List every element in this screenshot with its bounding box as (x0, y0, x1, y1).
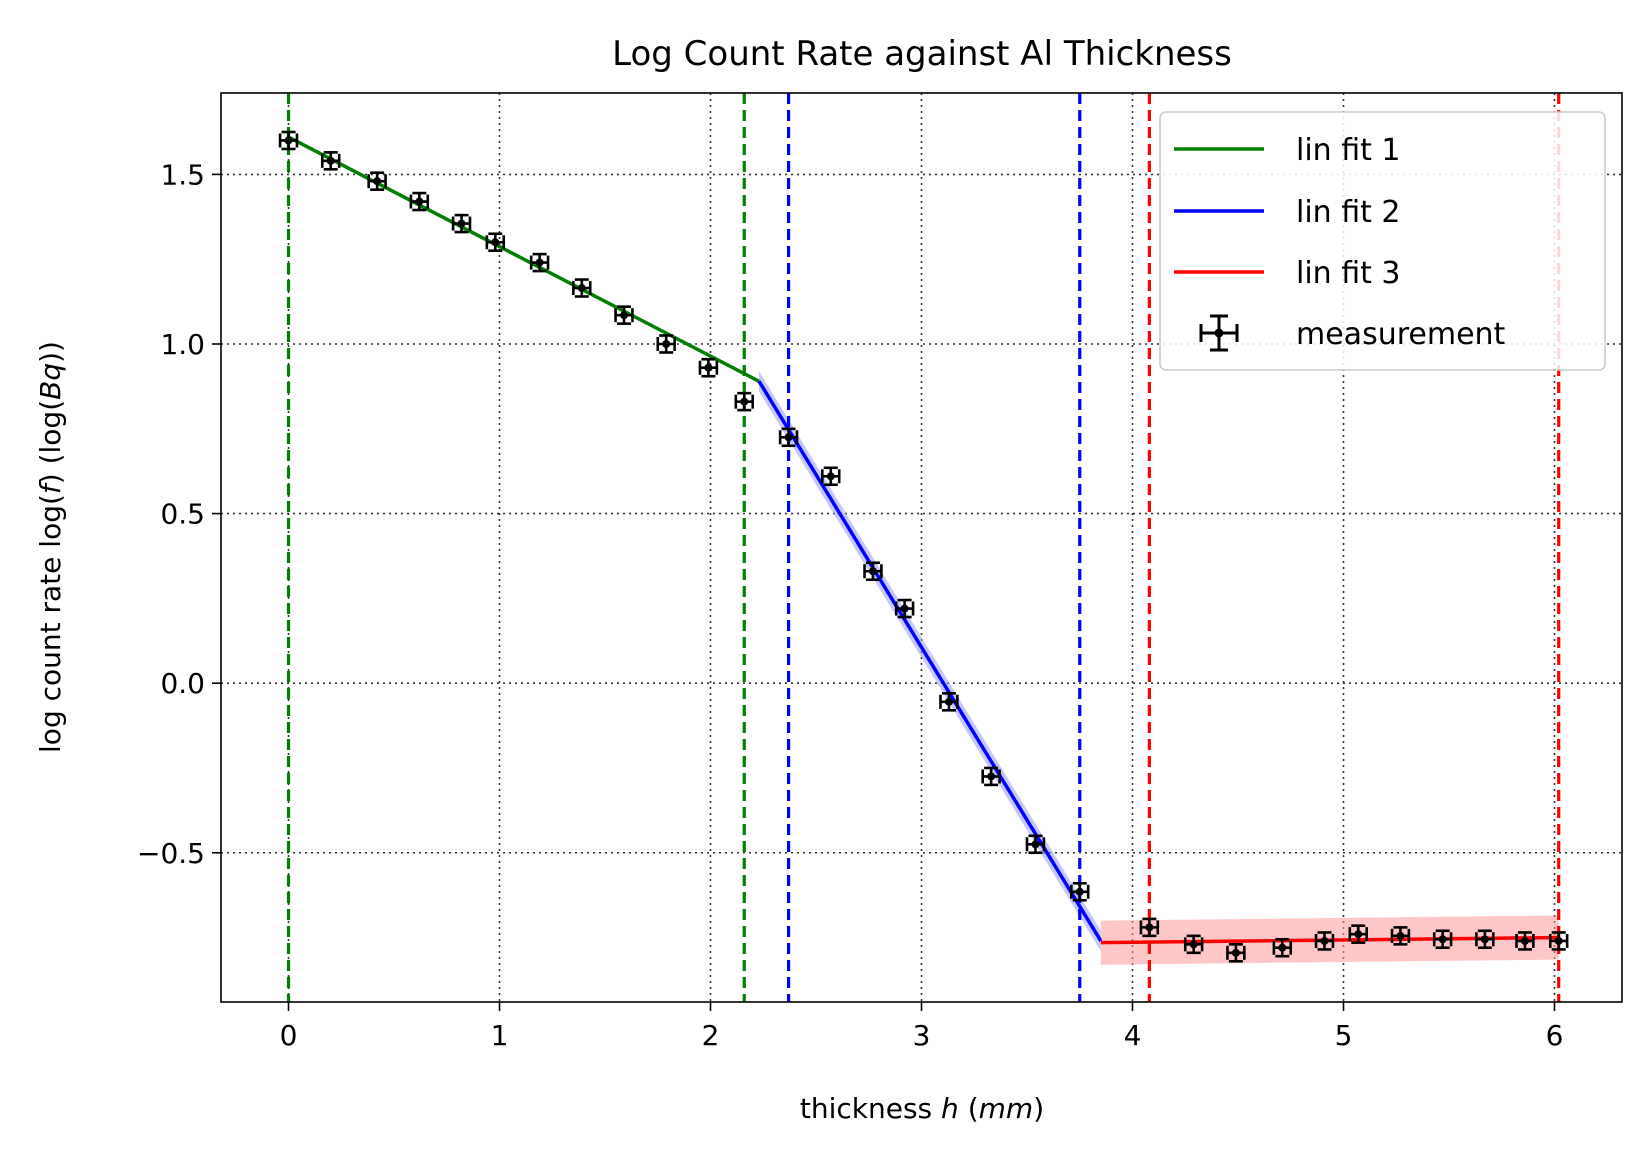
data-marker (1438, 935, 1447, 944)
data-marker (740, 397, 749, 406)
data-marker (1480, 935, 1489, 944)
data-marker (535, 258, 544, 267)
measurement-point (529, 252, 550, 273)
measurement-point (1348, 924, 1368, 944)
x-tick-label: 6 (1546, 1019, 1564, 1052)
y-axis-label: log count rate log(f) (log(Bq)) (34, 341, 67, 753)
measurement-point (485, 232, 506, 253)
data-marker (326, 156, 335, 165)
data-marker (577, 284, 586, 293)
measurement-point (1070, 881, 1090, 902)
data-marker (457, 219, 466, 228)
legend-label-measurement: measurement (1296, 317, 1506, 352)
measurement-point (1272, 937, 1293, 958)
measurement-point (698, 357, 719, 378)
data-marker (1189, 940, 1198, 949)
data-marker (662, 339, 671, 348)
data-marker (704, 363, 713, 372)
data-marker (619, 311, 628, 320)
data-marker (1075, 887, 1084, 896)
data-marker (1554, 936, 1563, 945)
data-marker (868, 567, 877, 576)
data-marker (1396, 931, 1405, 940)
data-marker (491, 238, 500, 247)
measurement-point (981, 766, 1001, 787)
data-marker (1145, 923, 1154, 932)
y-tick-label: 1.5 (160, 158, 205, 191)
legend-label-lin-fit-3: lin fit 3 (1296, 256, 1401, 291)
y-tick-label: 0.0 (160, 667, 205, 700)
measurement-point (572, 278, 592, 298)
y-tick-label: 1.0 (160, 328, 205, 361)
x-axis-label: thickness h (mm) (800, 1092, 1044, 1125)
measurement-point (1432, 929, 1453, 950)
legend-label-lin-fit-1: lin fit 1 (1296, 133, 1401, 168)
fit-range-markers (286, 93, 1561, 1002)
x-tick-label: 3 (913, 1019, 931, 1052)
measurement-point (1390, 926, 1411, 946)
axis-ticks: 0 1 2 3 4 5 6 −0.5 0.0 0.5 1.0 1.5 (137, 158, 1563, 1052)
x-tick-label: 2 (702, 1019, 720, 1052)
measurement-point (367, 171, 387, 191)
data-marker (784, 433, 793, 442)
measurement-points (278, 130, 1569, 963)
data-marker (1354, 930, 1363, 939)
measurement-point (1183, 934, 1204, 955)
data-marker (415, 197, 424, 206)
measurement-point (778, 427, 799, 448)
x-tick-label: 4 (1124, 1019, 1142, 1052)
legend-swatch-measurement (1199, 314, 1239, 352)
data-marker (944, 697, 953, 706)
chart-title: Log Count Rate against Al Thickness (612, 34, 1232, 74)
data-marker (1320, 936, 1329, 945)
data-marker (284, 136, 293, 145)
measurement-point (894, 598, 915, 619)
data-marker (373, 177, 382, 186)
measurement-point (451, 213, 472, 234)
measurement-point (656, 334, 676, 354)
measurement-point (1025, 834, 1046, 855)
data-marker (1231, 948, 1240, 957)
x-tick-label: 5 (1335, 1019, 1353, 1052)
measurement-point (863, 561, 883, 582)
measurement-point (1475, 929, 1495, 950)
measurement-point (1139, 917, 1160, 938)
data-marker (1031, 840, 1040, 849)
data-marker (900, 604, 909, 613)
data-marker (1278, 943, 1287, 952)
x-tick-label: 0 (280, 1019, 298, 1052)
y-tick-label: 0.5 (160, 498, 205, 531)
measurement-point (734, 391, 755, 412)
legend-box (1159, 111, 1606, 371)
fit-line (287, 135, 760, 383)
legend: lin fit 1 lin fit 2 lin fit 3 measuremen… (1159, 111, 1606, 371)
legend-label-lin-fit-2: lin fit 2 (1296, 195, 1401, 230)
data-marker (826, 472, 835, 481)
measurement-point (614, 305, 634, 325)
measurement-point (320, 151, 341, 171)
x-tick-label: 1 (491, 1019, 509, 1052)
measurement-point (1226, 943, 1246, 963)
data-marker (987, 772, 996, 781)
measurement-point (939, 692, 959, 712)
measurement-point (1314, 931, 1335, 951)
y-tick-label: −0.5 (137, 837, 205, 870)
data-marker (1520, 936, 1529, 945)
measurement-point (278, 130, 299, 151)
measurement-point (821, 466, 841, 487)
measurement-point (409, 191, 430, 212)
measurement-point (1515, 931, 1535, 951)
measurement-point (1548, 931, 1569, 951)
